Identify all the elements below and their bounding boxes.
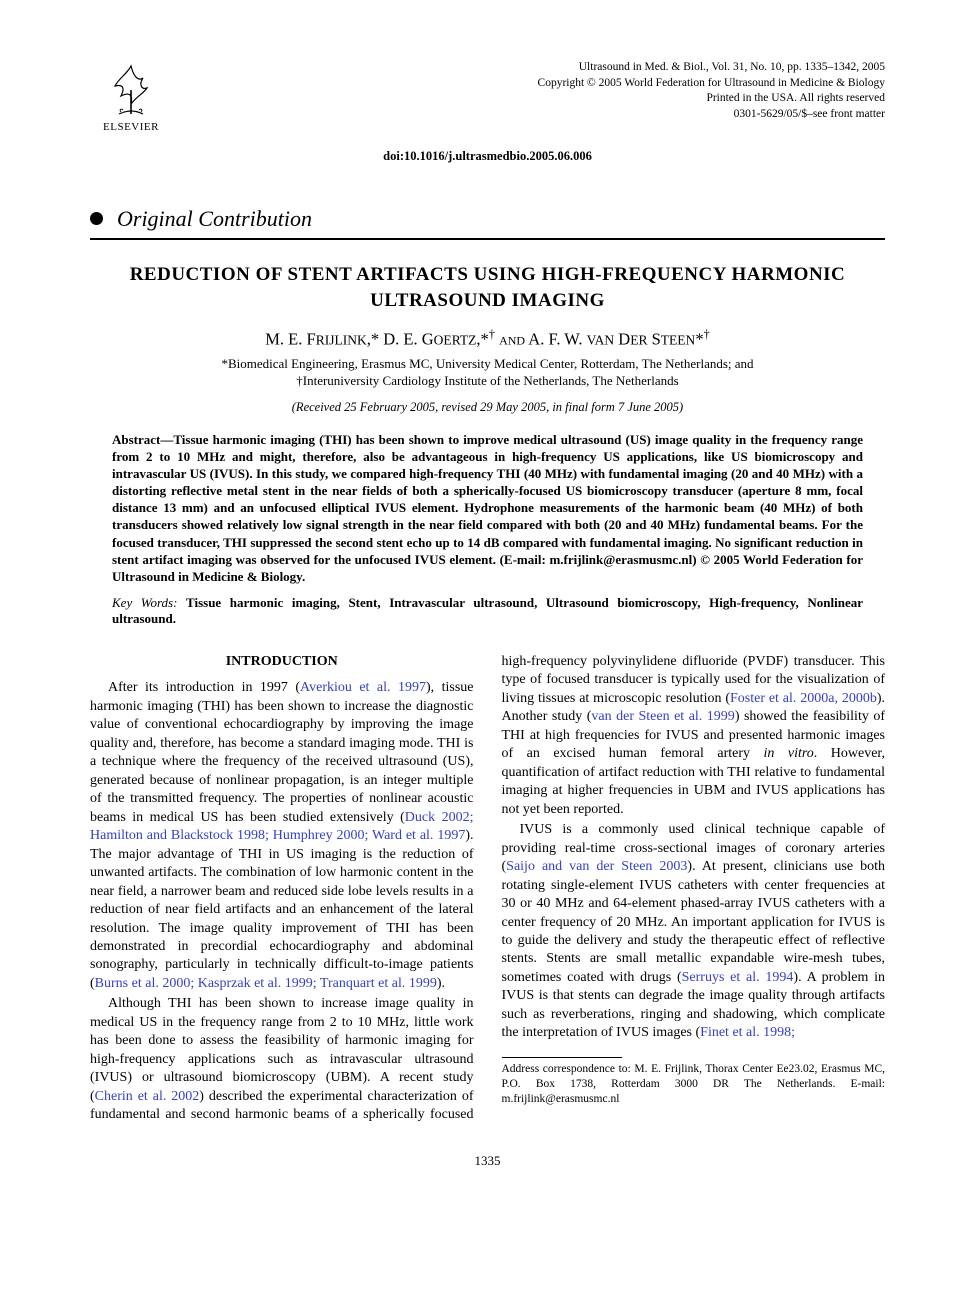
keywords-list: Tissue harmonic imaging, Stent, Intravas…	[112, 595, 863, 626]
body-columns: INTRODUCTION After its introduction in 1…	[90, 653, 885, 1125]
page: ELSEVIER Ultrasound in Med. & Biol., Vol…	[0, 0, 975, 1209]
article-dates: (Received 25 February 2005, revised 29 M…	[90, 400, 885, 415]
body-paragraph: IVUS is a commonly used clinical techniq…	[502, 821, 886, 1043]
keywords: Key Words: Tissue harmonic imaging, Sten…	[112, 595, 863, 627]
section-label-row: Original Contribution	[90, 206, 885, 232]
text-run: ). The major advantage of THI in US imag…	[90, 828, 474, 991]
text-run: After its introduction in 1997 (	[108, 680, 300, 695]
journal-meta-line: Copyright © 2005 World Federation for Ul…	[538, 76, 885, 92]
citation-link[interactable]: Finet et al. 1998;	[700, 1025, 795, 1040]
citation-link[interactable]: Saijo and van der Steen 2003	[506, 859, 687, 874]
publisher-name: ELSEVIER	[103, 121, 159, 133]
authors: M. E. FRIJLINK,* D. E. GOERTZ,*† and A. …	[90, 327, 885, 350]
text-run: ). At present, clinicians use both rotat…	[502, 859, 886, 985]
footnote-rule	[502, 1057, 622, 1058]
header-row: ELSEVIER Ultrasound in Med. & Biol., Vol…	[90, 60, 885, 133]
text-run: ), tissue harmonic imaging (THI) has bee…	[90, 680, 474, 824]
journal-meta-line: Ultrasound in Med. & Biol., Vol. 31, No.…	[538, 60, 885, 76]
bullet-icon	[90, 212, 103, 225]
citation-link[interactable]: van der Steen et al. 1999	[591, 709, 734, 724]
citation-link[interactable]: Serruys et al. 1994	[682, 970, 794, 985]
italic-run: in vitro	[763, 746, 813, 761]
page-number: 1335	[90, 1153, 885, 1169]
section-label: Original Contribution	[117, 206, 312, 231]
citation-link[interactable]: Averkiou et al. 1997	[300, 680, 426, 695]
affiliation-line: †Interuniversity Cardiology Institute of…	[90, 373, 885, 390]
journal-meta-line: Printed in the USA. All rights reserved	[538, 91, 885, 107]
footnote-block: Address correspondence to: M. E. Frijlin…	[502, 1057, 886, 1107]
citation-link[interactable]: Foster et al. 2000a, 2000b	[730, 691, 877, 706]
keywords-label: Key Words:	[112, 595, 177, 610]
section-rule	[90, 238, 885, 240]
affiliation-line: *Biomedical Engineering, Erasmus MC, Uni…	[90, 356, 885, 373]
correspondence-footnote: Address correspondence to: M. E. Frijlin…	[502, 1062, 886, 1107]
body-paragraph: After its introduction in 1997 (Averkiou…	[90, 679, 474, 993]
citation-link[interactable]: Burns et al. 2000; Kasprzak et al. 1999;…	[95, 976, 437, 991]
text-run: ).	[437, 976, 445, 991]
intro-heading: INTRODUCTION	[90, 653, 474, 671]
doi: doi:10.1016/j.ultrasmedbio.2005.06.006	[90, 149, 885, 164]
journal-meta-line: 0301-5629/05/$–see front matter	[538, 107, 885, 123]
affiliations: *Biomedical Engineering, Erasmus MC, Uni…	[90, 356, 885, 390]
article-title: REDUCTION OF STENT ARTIFACTS USING HIGH-…	[128, 262, 847, 313]
abstract: Abstract—Tissue harmonic imaging (THI) h…	[112, 431, 863, 585]
publisher-logo-block: ELSEVIER	[90, 60, 172, 133]
citation-link[interactable]: Cherin et al. 2002	[95, 1089, 200, 1104]
journal-meta: Ultrasound in Med. & Biol., Vol. 31, No.…	[538, 60, 885, 122]
elsevier-tree-icon	[103, 60, 159, 118]
